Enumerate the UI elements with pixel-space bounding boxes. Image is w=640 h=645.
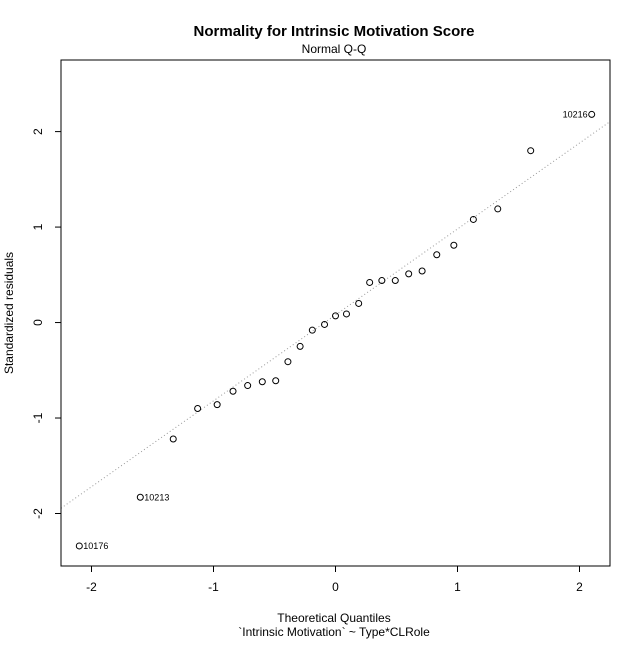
y-tick-label: 1 — [31, 223, 45, 230]
data-point — [194, 404, 202, 412]
data-point — [272, 377, 280, 385]
data-point — [296, 342, 304, 350]
data-point — [75, 542, 83, 550]
data-point — [418, 267, 426, 275]
x-tick-label: 1 — [454, 580, 461, 594]
x-axis: -2 -1 0 1 2 — [86, 566, 583, 594]
reference-line-layer — [60, 121, 611, 509]
point-labels-layer: 10176 10213 10216 — [83, 109, 587, 551]
data-point — [332, 312, 339, 320]
point-label: 10216 — [563, 109, 588, 119]
data-point — [244, 382, 252, 390]
data-point — [284, 358, 292, 366]
y-tick-label: -2 — [31, 508, 45, 519]
point-label: 10213 — [144, 492, 169, 502]
data-point — [342, 310, 350, 318]
data-point — [136, 493, 144, 501]
data-point — [258, 378, 266, 386]
data-point — [391, 277, 399, 285]
chart-title: Normality for Intrinsic Motivation Score — [194, 23, 475, 40]
data-point — [405, 270, 413, 278]
y-axis-label: Standardized residuals — [2, 252, 16, 374]
data-point — [308, 326, 316, 334]
points-layer — [75, 110, 596, 550]
chart-subtitle: Normal Q-Q — [302, 42, 367, 56]
x-axis-formula-label: `Intrinsic Motivation` ~ Type*CLRole — [238, 625, 430, 639]
x-tick-label: 0 — [332, 580, 339, 594]
x-tick-label: -1 — [208, 580, 219, 594]
x-axis-label: Theoretical Quantiles — [277, 611, 390, 625]
y-tick-label: 0 — [31, 319, 45, 326]
data-point — [433, 251, 441, 259]
y-axis: -2 -1 0 1 2 — [31, 128, 61, 519]
data-point — [169, 435, 177, 443]
data-point — [355, 299, 363, 307]
data-point — [588, 110, 596, 118]
data-point — [229, 387, 237, 395]
data-point — [321, 320, 329, 328]
x-tick-label: -2 — [86, 580, 97, 594]
point-label: 10176 — [83, 541, 108, 551]
data-point — [450, 241, 458, 249]
qq-reference-line — [60, 121, 611, 509]
data-point — [378, 277, 386, 285]
y-tick-label: -1 — [31, 412, 45, 423]
data-point — [366, 278, 374, 286]
data-point — [494, 205, 502, 213]
data-point — [469, 215, 477, 223]
x-tick-label: 2 — [576, 580, 583, 594]
y-tick-label: 2 — [31, 128, 45, 135]
data-point — [527, 147, 535, 155]
data-point — [213, 401, 221, 409]
